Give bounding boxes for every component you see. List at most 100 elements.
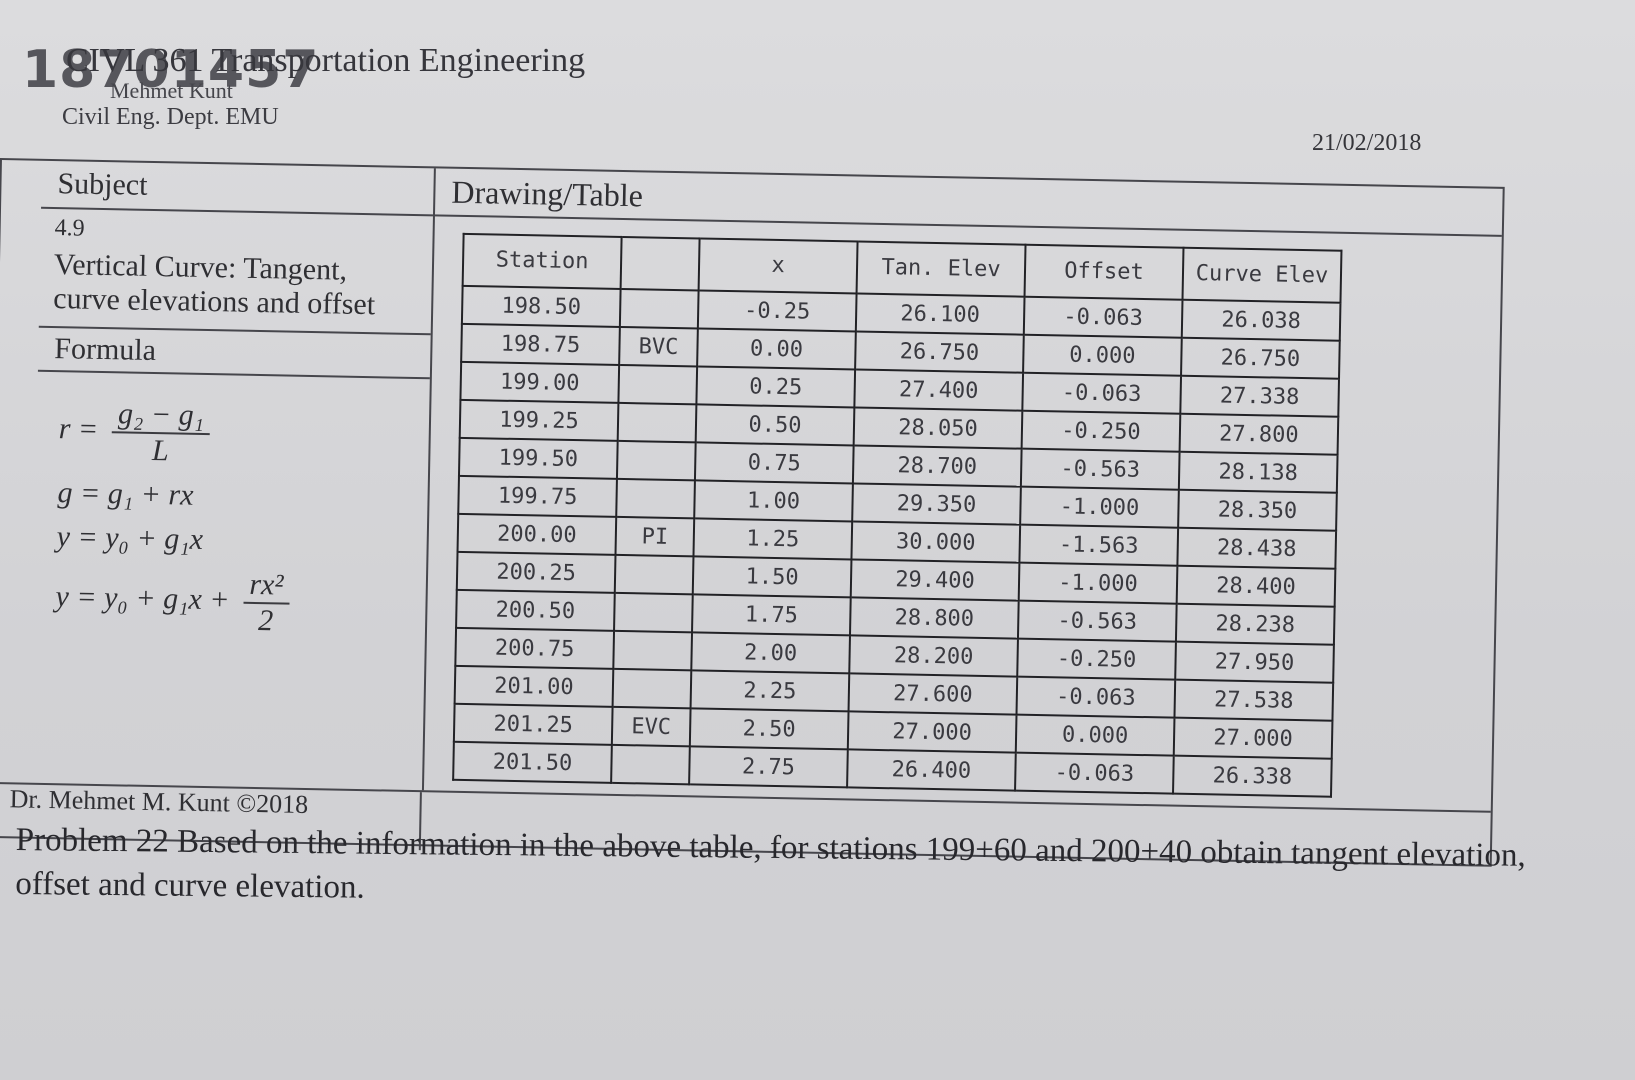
cell-offset: -0.563 <box>1017 600 1177 642</box>
vertical-curve-table: Station x Tan. Elev Offset Curve Elev 19… <box>452 233 1342 798</box>
course-title: CIVL 361 Transportation Engineering <box>66 42 586 79</box>
column-header-station: Station <box>462 233 622 289</box>
column-header-curve-elev: Curve Elev <box>1182 247 1342 303</box>
cell-offset: -1.000 <box>1020 486 1179 528</box>
cell-point: BVC <box>619 326 698 367</box>
cell-offset: -0.063 <box>1016 676 1176 718</box>
cell-tan-elev: 28.800 <box>849 597 1019 639</box>
cell-x: 2.50 <box>689 708 849 750</box>
column-header-x: x <box>698 238 858 294</box>
formula-tangent-elevation: y = y₀ + g₁x <box>56 520 204 556</box>
cell-offset: -1.000 <box>1018 562 1178 604</box>
column-header-tan-elev: Tan. Elev <box>856 241 1026 297</box>
cell-offset: -0.250 <box>1017 638 1176 680</box>
cell-point <box>611 744 690 785</box>
document-date: 21/02/2018 <box>1312 130 1422 156</box>
cell-station: 200.50 <box>456 589 615 631</box>
cell-offset: -0.563 <box>1020 448 1180 490</box>
cell-curve-elev: 28.400 <box>1176 565 1336 607</box>
cell-offset: -1.563 <box>1019 524 1179 566</box>
cell-x: 0.25 <box>696 366 856 408</box>
cell-curve-elev: 26.750 <box>1181 337 1340 379</box>
cell-curve-elev: 26.038 <box>1181 299 1341 341</box>
cell-offset: 0.000 <box>1023 334 1182 376</box>
cell-station: 199.50 <box>458 437 618 479</box>
cell-x: 2.75 <box>689 746 848 788</box>
cell-station: 201.00 <box>454 665 614 707</box>
cell-tan-elev: 27.400 <box>854 369 1024 411</box>
cell-offset: 0.000 <box>1015 714 1175 756</box>
cell-x: -0.25 <box>697 290 857 332</box>
cell-point <box>616 478 695 519</box>
cell-point <box>613 630 693 671</box>
column-header-offset: Offset <box>1024 244 1184 300</box>
cell-x: 1.50 <box>692 556 852 598</box>
formula-label: Formula <box>37 325 431 380</box>
cell-x: 2.00 <box>691 632 850 674</box>
cell-curve-elev: 27.538 <box>1174 679 1334 721</box>
cell-station: 199.25 <box>459 399 619 441</box>
cell-offset: -0.063 <box>1023 296 1183 338</box>
cell-station: 199.00 <box>460 361 620 403</box>
cell-curve-elev: 28.138 <box>1178 451 1338 493</box>
subject-text: Vertical Curve: Tangent, curve elevation… <box>52 248 376 322</box>
cell-point <box>616 440 696 481</box>
cell-x: 0.50 <box>695 404 855 446</box>
department-name: Civil Eng. Dept. EMU <box>62 104 279 130</box>
cell-curve-elev: 27.338 <box>1180 375 1340 417</box>
cell-point <box>619 288 699 329</box>
cell-station: 201.50 <box>453 741 612 783</box>
instructor-name: Mehmet Kunt <box>110 78 233 103</box>
cell-tan-elev: 26.750 <box>855 331 1024 373</box>
cell-offset: -0.250 <box>1021 410 1181 452</box>
subject-label: Subject <box>41 160 434 217</box>
cell-point <box>617 402 697 443</box>
cell-tan-elev: 29.350 <box>852 483 1021 525</box>
cell-station: 200.75 <box>455 627 615 669</box>
cell-curve-elev: 28.438 <box>1177 527 1337 569</box>
cell-tan-elev: 28.700 <box>852 445 1022 487</box>
formula-rate-of-change: r = g₂ − g₁ L <box>58 396 407 473</box>
cell-station: 200.25 <box>456 551 616 593</box>
cell-station: 198.75 <box>461 323 620 365</box>
cell-tan-elev: 27.600 <box>848 673 1018 715</box>
cell-point: PI <box>615 516 695 557</box>
cell-curve-elev: 28.238 <box>1175 603 1335 645</box>
cell-tan-elev: 30.000 <box>851 521 1021 563</box>
formula-list: r = g₂ − g₁ L g = g₁ + rx y = y₀ + g₁x y… <box>32 372 429 665</box>
handwritten-student-number: 18701457 <box>22 40 320 100</box>
cell-station: 199.75 <box>458 475 617 517</box>
cell-x: 1.00 <box>694 480 853 522</box>
cell-point <box>618 364 698 405</box>
cell-x: 2.25 <box>690 670 850 712</box>
cell-curve-elev: 27.950 <box>1175 641 1334 683</box>
formula-curve-elevation: y = y₀ + g₁x + rx² 2 <box>55 564 404 641</box>
cell-point: EVC <box>611 706 691 747</box>
formula-fraction: g₂ − g₁ L <box>111 397 211 469</box>
cell-tan-elev: 28.200 <box>849 635 1018 677</box>
cell-tan-elev: 28.050 <box>853 407 1023 449</box>
cell-station: 201.25 <box>453 703 613 745</box>
drawing-table-label: Drawing/Table <box>432 168 1503 237</box>
cell-offset: -0.063 <box>1015 752 1174 794</box>
cell-point <box>612 668 692 709</box>
cell-x: 0.00 <box>697 328 856 370</box>
column-header-point <box>620 236 700 291</box>
cell-point <box>614 554 694 595</box>
cell-point <box>614 592 693 633</box>
cell-curve-elev: 26.338 <box>1173 755 1332 797</box>
cell-x: 1.25 <box>693 518 853 560</box>
cell-tan-elev: 26.400 <box>847 749 1016 791</box>
cell-station: 198.50 <box>461 285 621 327</box>
formula-fraction: rx² 2 <box>242 567 290 639</box>
cell-curve-elev: 28.350 <box>1178 489 1337 531</box>
left-column: Subject 4.9 Vertical Curve: Tangent, cur… <box>30 160 436 791</box>
problem-statement: Problem 22 Based on the information in t… <box>15 821 1526 906</box>
cell-x: 0.75 <box>694 442 854 484</box>
cell-tan-elev: 29.400 <box>850 559 1020 601</box>
lecture-sheet-frame: Subject 4.9 Vertical Curve: Tangent, cur… <box>0 158 1505 871</box>
cell-curve-elev: 27.000 <box>1173 717 1333 759</box>
cell-offset: -0.063 <box>1022 372 1182 414</box>
cell-curve-elev: 27.800 <box>1179 413 1339 455</box>
